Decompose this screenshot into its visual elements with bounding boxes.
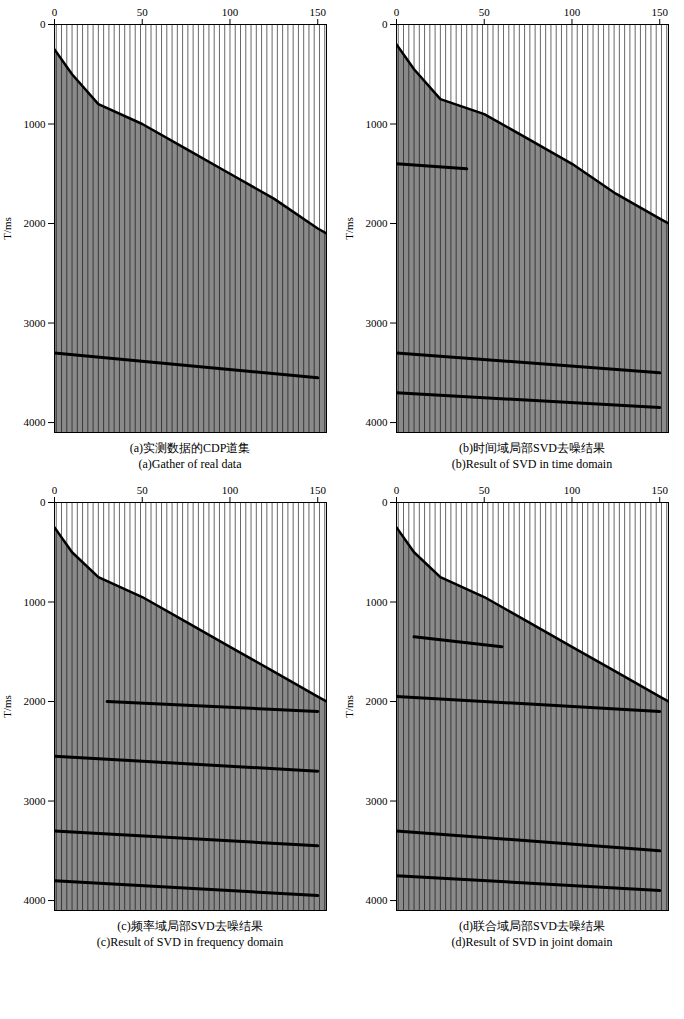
html-text:(c)Result of SVD in frequency: (c)Result of SVD in frequency domain [96, 935, 284, 949]
svg-text:1000: 1000 [24, 596, 47, 608]
svg-text:50: 50 [479, 484, 491, 496]
svg-text:50: 50 [137, 484, 149, 496]
svg-text:2000: 2000 [366, 217, 389, 229]
svg-text:50: 50 [479, 6, 491, 18]
svg-text:T/ms: T/ms [343, 695, 355, 718]
svg-text:3000: 3000 [366, 795, 389, 807]
svg-text:1000: 1000 [24, 118, 47, 130]
html-text:(b)时间域局部SVD去噪结果: (b)时间域局部SVD去噪结果 [459, 441, 605, 455]
svg-text:4000: 4000 [366, 894, 389, 906]
svg-text:4000: 4000 [24, 894, 47, 906]
svg-text:T/ms: T/ms [343, 217, 355, 240]
svg-text:2000: 2000 [366, 695, 389, 707]
svg-text:2000: 2000 [24, 695, 47, 707]
svg-text:0: 0 [382, 496, 388, 508]
svg-text:T/ms: T/ms [1, 695, 13, 718]
html-text:(a)实测数据的CDP道集: (a)实测数据的CDP道集 [129, 441, 251, 455]
svg-text:0: 0 [40, 18, 46, 30]
svg-text:150: 150 [651, 484, 668, 496]
svg-text:4000: 4000 [366, 416, 389, 428]
svg-text:100: 100 [564, 484, 581, 496]
svg-text:0: 0 [394, 6, 400, 18]
svg-text:0: 0 [52, 6, 58, 18]
html-text:(d)Result of SVD in joint doma: (d)Result of SVD in joint domain [451, 935, 613, 949]
svg-text:150: 150 [309, 484, 326, 496]
svg-text:100: 100 [222, 6, 239, 18]
html-text:(a)Gather of real data: (a)Gather of real data [138, 457, 242, 471]
svg-text:150: 150 [651, 6, 668, 18]
svg-text:100: 100 [222, 484, 239, 496]
html-text:(d)联合域局部SVD去噪结果: (d)联合域局部SVD去噪结果 [459, 919, 605, 933]
svg-text:0: 0 [52, 484, 58, 496]
svg-text:3000: 3000 [24, 795, 47, 807]
svg-text:3000: 3000 [366, 317, 389, 329]
svg-text:50: 50 [137, 6, 149, 18]
svg-text:0: 0 [40, 496, 46, 508]
html-text:(b)Result of SVD in time domai: (b)Result of SVD in time domain [451, 457, 613, 471]
svg-text:150: 150 [309, 6, 326, 18]
html-text:(c)频率域局部SVD去噪结果: (c)频率域局部SVD去噪结果 [117, 919, 263, 933]
svg-text:100: 100 [564, 6, 581, 18]
svg-text:4000: 4000 [24, 416, 47, 428]
svg-text:1000: 1000 [366, 596, 389, 608]
svg-text:2000: 2000 [24, 217, 47, 229]
svg-text:3000: 3000 [24, 317, 47, 329]
svg-text:0: 0 [394, 484, 400, 496]
svg-text:T/ms: T/ms [1, 217, 13, 240]
svg-text:0: 0 [382, 18, 388, 30]
svg-text:1000: 1000 [366, 118, 389, 130]
